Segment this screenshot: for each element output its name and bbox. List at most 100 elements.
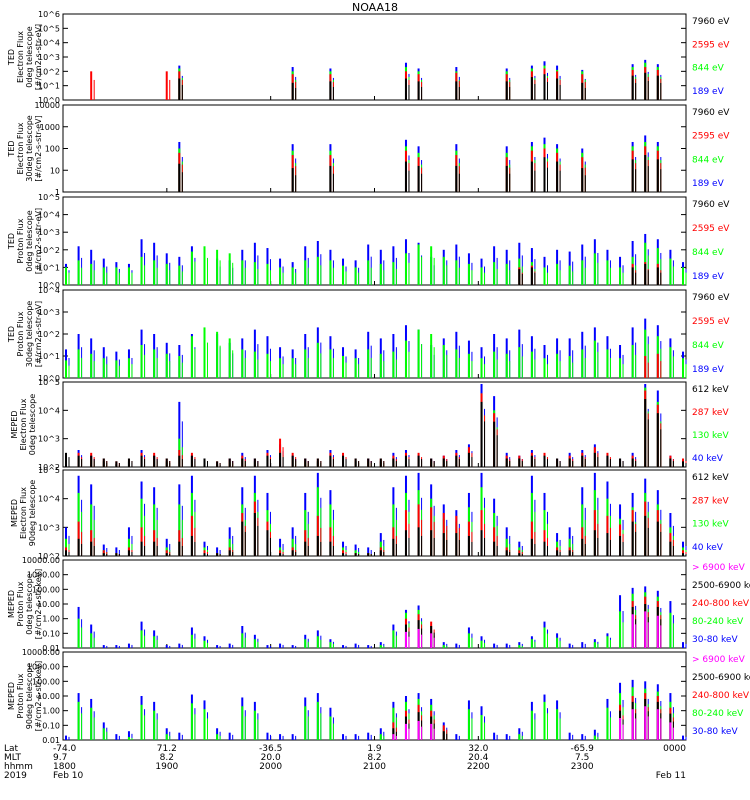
panel-ted-e-30-ylabel: 30deg telescope [25,115,34,182]
x-tick-mlt: 9.7 [53,753,67,763]
panel-ted-p-0-ylabel: TED [7,233,16,250]
panel-ted-e-0-ylabel: [#/cm2-s-str-eV] [34,24,43,90]
panel-meped-e-0-ytick-label: 10^4 [38,406,60,415]
x-tick-mlt: 8.2 [367,753,381,763]
panel-meped-p-0-frame [62,559,687,649]
panel-meped-e-0-legend-item: 287 keV [692,408,729,418]
panel-ted-e-0-ytick-label: 10^6 [38,10,60,19]
panel-ted-p-30-ylabel: 30deg telescope [25,301,34,368]
panel-ted-p-0-ylabel: 0deg telescope [25,210,34,271]
panel-ted-p-0-legend-item: 7960 eV [692,200,730,210]
panel-meped-e-0-ytick-label: 10^3 [38,435,60,444]
x-tick-hhmm: 2100 [363,762,386,772]
x-tick-date: Feb 10 [53,771,84,781]
panel-meped-p-90-ylabel: [#/cm2-s-str-keV] [34,661,43,732]
panel-meped-p-90-legend-item: 30-80 keV [692,727,738,737]
panel-meped-e-90-legend-item: 40 keV [692,543,724,553]
panel-meped-e-0-ylabel: 0deg telescope [28,394,37,455]
panel-ted-p-0-ylabel: [#/cm2-s-str-eV] [34,208,43,274]
x-tick-date: Feb 11 [656,771,686,781]
panel-ted-e-0-ylabel: 0deg telescope [25,26,34,87]
panel-meped-e-90-ytick-label: 10^5 [38,466,60,475]
panel-meped-e-90-ylabel: 90deg telescope [28,480,37,547]
panel-ted-p-0-ytick-label: 10^0 [38,281,60,290]
panel-ted-p-0-ytick-label: 10^5 [38,193,60,202]
x-tick-lat: 71.2 [157,744,177,754]
panel-meped-p-90-frame [62,651,687,741]
panel-meped-p-0-legend-item: 2500-6900 keV [692,581,750,591]
x-tick-lat: 32.0 [468,744,488,754]
panel-ted-e-0-frame [62,13,687,101]
panel-meped-e-0-ytick-label: 10^2 [38,463,60,472]
panel-meped-p-90-legend-item: 240-800 keV [692,691,750,701]
panel-ted-e-30-ytick-label: 100 [45,145,60,154]
x-axis-row-label: Lat [4,744,19,754]
panel-meped-p-90-ylabel: Proton Flux [16,673,25,718]
panel-ted-e-0-legend-item: 7960 eV [692,17,730,27]
x-tick-lat: -65.9 [571,744,595,754]
panel-meped-p-0-ylabel: [#/cm2-s-str-keV] [34,569,43,640]
panel-meped-e-0-legend-item: 40 keV [692,454,724,464]
panel-ted-p-30-ylabel: TED [7,326,16,343]
panel-ted-p-30-ytick-label: 10^0 [38,374,60,383]
panel-ted-e-0-ytick-label: 10^4 [38,39,60,48]
panel-meped-p-0-legend-item: > 6900 keV [692,563,746,573]
x-tick-hhmm: 1900 [155,762,178,772]
panel-meped-p-0-legend-item: 240-800 keV [692,599,750,609]
panel-ted-p-30-legend-item: 7960 eV [692,293,730,303]
x-tick-mlt: 8.2 [160,753,174,763]
chart-title: NOAA18 [352,1,398,14]
panel-meped-e-90-ylabel: Electron Flux [19,487,28,539]
panel-meped-e-90-frame [62,469,687,557]
x-tick-lat: 1.9 [367,744,382,754]
panel-meped-p-0-ytick-label: 0.01 [42,644,60,653]
panel-ted-p-30-legend-item: 2595 eV [692,317,730,327]
panel-ted-p-0-ytick-label: 10^2 [38,246,60,255]
x-axis-row-label: 2019 [4,771,27,781]
panel-meped-e-0-ylabel: MEPED [10,411,19,439]
panel-meped-e-0-frame [62,381,687,468]
panel-ted-p-30-ylabel: [#/cm2-s-str-eV] [34,301,43,367]
panel-meped-p-90-ytick-label: 1000.00 [27,663,60,672]
panel-meped-p-90-ylabel: MEPED [7,682,16,710]
panel-meped-p-0-ylabel: Proton Flux [16,581,25,626]
x-tick-hhmm: 2000 [259,762,282,772]
panel-ted-e-0-ylabel: TED [7,49,16,66]
x-tick-hhmm: 2200 [467,762,490,772]
panel-meped-p-0-ytick-label: 100.00 [32,585,60,594]
panel-ted-p-0-legend-item: 844 eV [692,248,725,258]
panel-ted-p-0-ylabel: Proton Flux [16,218,25,263]
panel-meped-e-90-ytick-label: 10^2 [38,552,60,561]
x-tick-hhmm: 2300 [571,762,594,772]
panel-ted-e-30-ylabel: TED [7,140,16,157]
x-tick-lat: 0000 [663,744,686,754]
x-tick-lat: -36.5 [259,744,282,754]
panel-ted-e-30-ylabel: Electron Flux [16,122,25,174]
panel-ted-p-0-legend-item: 2595 eV [692,224,730,234]
panel-ted-e-0-legend-item: 189 eV [692,87,725,97]
panel-ted-p-30-ytick-label: 10^3 [38,308,60,317]
panel-meped-e-0-legend-item: 130 keV [692,431,729,441]
panel-meped-p-90-legend-item: 80-240 keV [692,709,744,719]
panel-ted-p-0-ytick-label: 10^3 [38,228,60,237]
panel-ted-p-0-ytick-label: 10^4 [38,211,60,220]
x-tick-mlt: 7.5 [575,753,589,763]
x-tick-mlt: 20.4 [468,753,488,763]
panel-ted-p-30-ytick-label: 10^4 [38,286,60,295]
panel-meped-p-90-ytick-label: 0.10 [42,721,60,730]
panel-ted-e-30-legend-item: 2595 eV [692,132,730,142]
panel-ted-e-0-ytick-label: 10^1 [38,82,60,91]
panel-meped-e-90-legend-item: 612 keV [692,473,729,483]
panel-ted-p-30-ytick-label: 10^1 [38,352,60,361]
panel-ted-e-30-legend-item: 7960 eV [692,108,730,118]
panel-meped-p-0-ytick-label: 10000.00 [22,556,60,565]
panel-meped-e-90-ytick-label: 10^4 [38,495,60,504]
panel-ted-e-30-frame [62,104,687,193]
panel-meped-e-0-legend-item: 612 keV [692,385,729,395]
panel-ted-e-0-ylabel: Electron Flux [16,31,25,83]
panel-meped-e-0-ytick-label: 10^5 [38,378,60,387]
panel-meped-e-90-ylabel: MEPED [10,499,19,527]
panel-meped-p-0-ylabel: MEPED [7,590,16,618]
x-tick-mlt: 20.0 [261,753,281,763]
panel-ted-p-30-legend-item: 844 eV [692,341,725,351]
